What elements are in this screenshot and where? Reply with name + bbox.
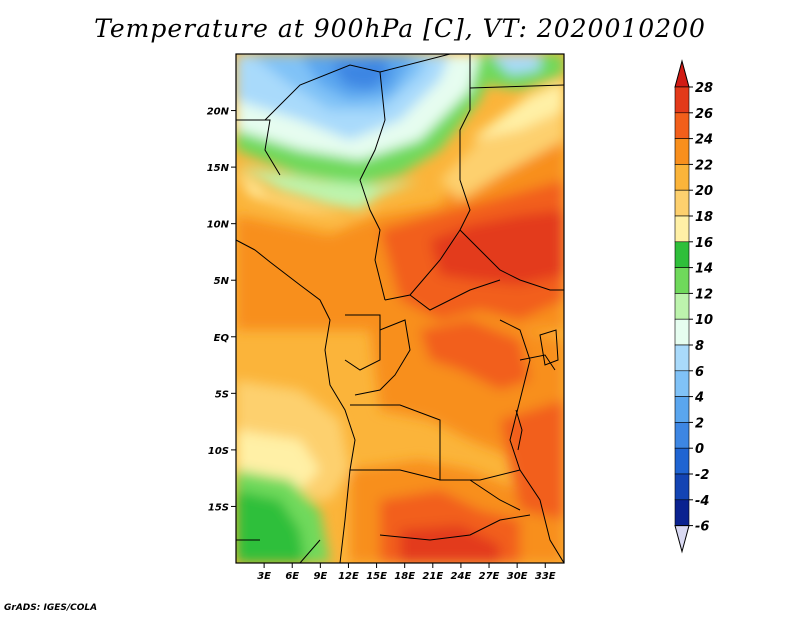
colorbar-label: 0 (695, 442, 704, 457)
colorbar-label: 24 (695, 133, 713, 148)
colorbar-swatch (674, 473, 690, 501)
colorbar-swatch (674, 422, 690, 449)
colorbar-swatch (674, 293, 690, 320)
colorbar-label: 10 (695, 313, 713, 328)
colorbar-label: 26 (695, 107, 713, 122)
colorbar-label: 22 (695, 158, 713, 173)
colorbar-label: 14 (695, 262, 713, 277)
colorbar-swatch (674, 215, 690, 243)
lon-tick-label: 33E (535, 571, 556, 582)
colorbar-below-triangle (674, 525, 690, 554)
lon-tick-label: 12E (338, 571, 359, 582)
country-borders (236, 54, 564, 563)
colorbar-swatch (674, 499, 690, 526)
temperature-field (236, 54, 564, 563)
colorbar-label: 12 (695, 287, 713, 302)
colorbar-label: 18 (695, 210, 713, 225)
colorbar-label: 2 (695, 416, 704, 431)
colorbar-label: 4 (694, 391, 704, 406)
lon-tick-label: 15E (366, 571, 387, 582)
colorbar-label: 20 (695, 184, 713, 199)
colorbar-label: -2 (695, 468, 709, 483)
lat-tick-label: EQ (214, 333, 230, 344)
colorbar-label: -4 (695, 494, 709, 509)
lat-tick-label: 15S (208, 502, 229, 513)
lat-tick-label: 5S (215, 389, 229, 400)
lat-tick-label: 15N (207, 163, 230, 174)
lon-tick-label: 30E (507, 571, 528, 582)
lat-axis: 20N 15N 10N 5N EQ 5S 10S 15S (207, 107, 236, 513)
lat-tick-label: 5N (214, 276, 230, 287)
colorbar-label: 8 (695, 339, 704, 354)
lat-tick-label: 10N (207, 220, 230, 231)
map-title: Temperature at 900hPa [C], VT: 202001020… (94, 14, 706, 43)
lon-tick-label: 6E (285, 571, 299, 582)
colorbar-swatch (674, 267, 690, 294)
colorbar-swatch (674, 241, 690, 268)
lat-tick-label: 10S (208, 446, 229, 457)
colorbar-swatch (674, 344, 690, 372)
lon-tick-label: 21E (422, 571, 443, 582)
colorbar-above-triangle (674, 59, 690, 88)
colorbar-swatch (674, 370, 690, 397)
grads-credit: GrADS: IGES/COLA (4, 603, 98, 613)
map-frame (235, 53, 565, 564)
colorbar-label: -6 (695, 520, 709, 535)
colorbar-swatch (674, 86, 690, 114)
colorbar-swatch (674, 396, 690, 423)
colorbar-swatch (674, 189, 690, 217)
lon-axis: 3E 6E 9E 12E 15E 18E 21E 24E 27E 30E 33E (257, 563, 556, 582)
lon-tick-label: 18E (394, 571, 415, 582)
colorbar-swatch (674, 138, 690, 165)
colorbar-swatch (674, 318, 690, 346)
colorbar-swatch (674, 447, 690, 475)
colorbar-label: 6 (695, 365, 704, 380)
lon-tick-label: 24E (451, 571, 472, 582)
colorbar-swatch (674, 164, 690, 191)
lon-tick-label: 9E (313, 571, 327, 582)
colorbar-swatch (674, 112, 690, 139)
lat-tick-label: 20N (207, 107, 230, 118)
colorbar-label: 28 (695, 81, 713, 96)
colorbar-label: 16 (695, 236, 713, 251)
lon-tick-label: 3E (257, 571, 271, 582)
lon-tick-label: 27E (479, 571, 500, 582)
